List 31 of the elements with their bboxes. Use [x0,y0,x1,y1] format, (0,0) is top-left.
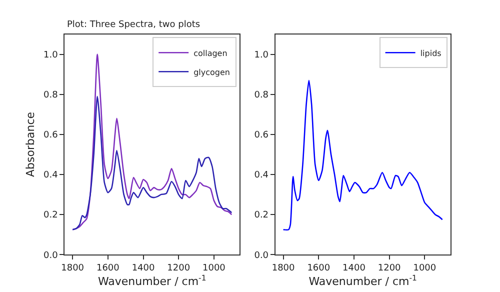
line-series [282,80,443,230]
y-tick-label: 0.2 [254,210,269,221]
x-tick-label: 1200 [167,263,190,274]
y-tick-label: 0.4 [254,170,269,181]
legend-label: collagen [194,48,228,58]
y-tick-label: 0.0 [254,250,269,261]
y-tick-label: 0.2 [44,210,58,221]
x-tick-label: 1800 [272,263,296,274]
x-tick-label: 1200 [378,263,402,274]
legend-label: glycogen [194,68,230,77]
y-tick-label: 0.0 [44,250,58,261]
x-tick-label: 1600 [307,263,330,274]
line-series [72,96,232,230]
x-tick-label: 1800 [61,263,84,274]
chart-title: Plot: Three Spectra, two plots [67,20,200,30]
y-tick-label: 0.6 [254,130,269,141]
x-tick-label: 1400 [132,263,155,274]
x-axis-title: Wavenumber / cm$^{-1}$ [308,273,418,288]
y-tick-label: 1.0 [44,50,58,60]
y-tick-label: 0.6 [44,130,58,141]
y-tick-label: 0.8 [254,90,269,101]
y-tick-label: 0.4 [44,170,58,181]
y-axis-title: Absorbance [24,112,38,177]
x-tick-label: 1000 [413,263,436,274]
legend-label: lipids [420,48,442,58]
x-tick-label: 1400 [342,263,366,274]
x-tick-label: 1000 [202,263,226,274]
x-axis-title: Wavenumber / cm$^{-1}$ [98,273,206,288]
x-tick-label: 1600 [96,263,120,274]
y-tick-label: 1.0 [254,50,269,60]
y-tick-label: 0.8 [44,90,58,101]
